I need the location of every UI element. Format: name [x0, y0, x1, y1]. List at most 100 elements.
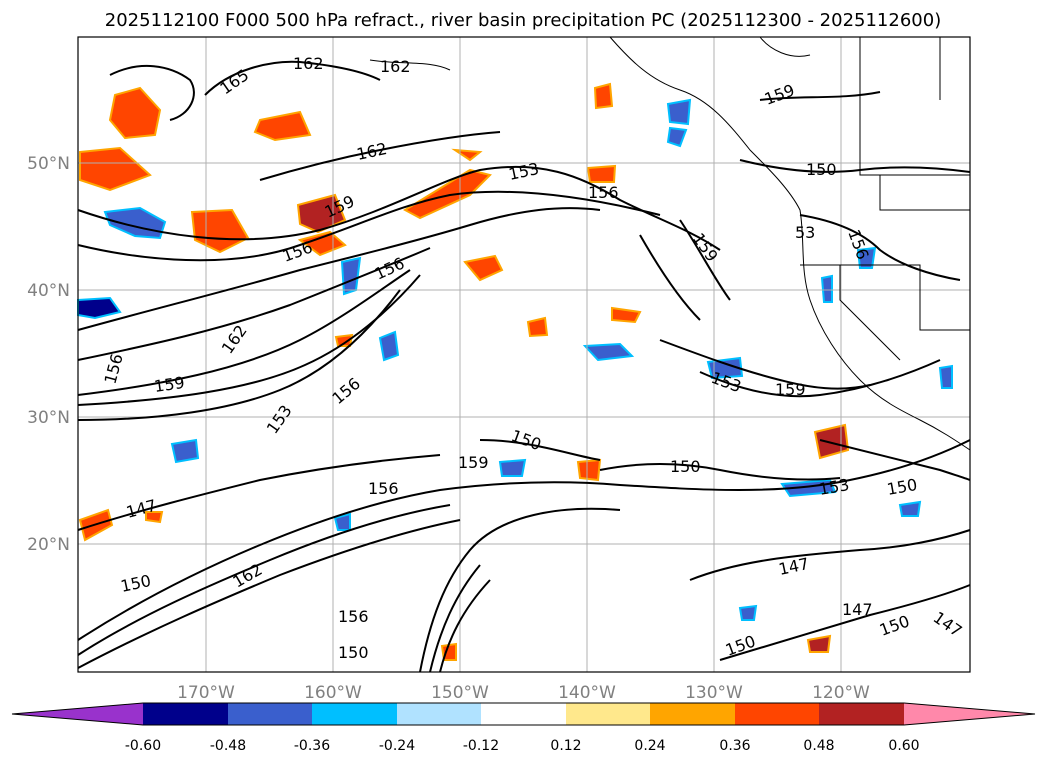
- colorbar-segment: [735, 703, 819, 725]
- contour-line: [77, 504, 451, 656]
- lon-tick-label: 130°W: [685, 683, 743, 703]
- contour-label: 159: [775, 380, 806, 399]
- lat-tick-label: 40°N: [27, 281, 70, 301]
- precip-negative-patch: [738, 604, 758, 621]
- map-frame: [77, 36, 971, 673]
- map-background: [78, 37, 970, 672]
- contour-label: 156: [338, 607, 369, 626]
- contour-line: [719, 584, 971, 661]
- coastline: [759, 36, 811, 57]
- precip-negative-patch: [706, 356, 744, 380]
- contour-label: 162: [293, 54, 324, 73]
- border: [800, 264, 970, 331]
- contour-line: [479, 439, 601, 461]
- lon-tick-label: 120°W: [812, 683, 870, 703]
- coastline: [609, 36, 971, 451]
- precip-positive-patch: [526, 316, 549, 338]
- contour-label: 53: [795, 223, 815, 242]
- precip-negative-patch: [582, 342, 635, 362]
- colorbar-segment: [650, 703, 735, 725]
- contour-line: [699, 359, 941, 398]
- contour-label: 150: [670, 457, 701, 476]
- contour-line: [819, 439, 971, 481]
- lon-tick-label: 140°W: [558, 683, 616, 703]
- colorbar-under-arrow: [12, 703, 143, 725]
- colorbar-tick-label: -0.60: [125, 738, 161, 754]
- precip-negative-patch: [856, 246, 877, 269]
- colorbar-tick-label: 0.60: [888, 738, 919, 754]
- precip-positive-patch: [806, 634, 832, 653]
- lon-tick-labels: 170°W 160°W 150°W 140°W 130°W 120°W: [177, 683, 870, 703]
- colorbar-segment: [481, 703, 566, 725]
- lat-tick-label: 30°N: [27, 408, 70, 428]
- precip-positive-patch: [253, 110, 312, 142]
- colorbar-tick-label: 0.48: [803, 738, 834, 754]
- precip-positive-patch: [813, 423, 850, 460]
- precip-positive-patch: [463, 254, 504, 282]
- precip-negative-patch: [498, 458, 527, 477]
- precip-negative-patch: [666, 126, 688, 148]
- colorbar-tick-label: -0.12: [463, 738, 499, 754]
- contour-line: [77, 289, 401, 421]
- border: [839, 265, 901, 361]
- precip-negative-patch: [378, 330, 400, 362]
- contour-line: [77, 190, 661, 262]
- contour-line: [77, 439, 971, 641]
- lon-tick-label: 170°W: [177, 683, 235, 703]
- colorbar-segment: [566, 703, 650, 725]
- map-panel: 165 162 162 162 159 156 156 153 156 159 …: [77, 36, 971, 673]
- contour-line: [77, 269, 411, 396]
- contour-label: 162: [380, 57, 411, 76]
- colorbar-segment: [312, 703, 397, 725]
- contour-line: [659, 339, 871, 390]
- precip-positive-patch: [593, 82, 614, 110]
- contour-label: 156: [588, 183, 619, 202]
- colorbar-tick-label: 0.24: [634, 738, 665, 754]
- contour-line: [759, 91, 881, 101]
- colorbar-segment: [819, 703, 904, 725]
- contour-label: 150: [338, 643, 369, 662]
- precip-negative-patch: [938, 364, 953, 389]
- lat-tick-label: 50°N: [27, 154, 70, 174]
- precip-positive-patch: [79, 146, 152, 192]
- colorbar: -0.60 -0.48 -0.36 -0.24 -0.12 0.12 0.24 …: [11, 702, 1036, 754]
- contour-line: [259, 131, 501, 181]
- contour-line: [109, 64, 195, 121]
- contour-line: [639, 234, 701, 321]
- precip-positive-patch: [451, 148, 483, 162]
- precip-positive-patch: [297, 230, 347, 257]
- contour-line: [77, 454, 441, 531]
- lon-tick-label: 150°W: [431, 683, 489, 703]
- colorbar-over-arrow: [904, 703, 1035, 725]
- contour-line: [679, 219, 731, 301]
- colorbar-outline: [11, 702, 1036, 726]
- contour-line: [439, 579, 491, 673]
- precip-negative-patch: [820, 274, 833, 303]
- colorbar-segment: [228, 703, 312, 725]
- colorbar-tick-label: -0.36: [294, 738, 330, 754]
- colorbar-tick-label: 0.12: [550, 738, 581, 754]
- contour-line: [419, 507, 621, 673]
- contour-line: [77, 519, 461, 669]
- lat-tick-labels: 50°N 40°N 30°N 20°N: [27, 154, 70, 555]
- colorbar-tick-label: -0.48: [210, 738, 246, 754]
- border: [879, 175, 970, 211]
- contour-line: [77, 165, 721, 251]
- precip-negative-patch: [170, 438, 200, 464]
- contour-label: 147: [842, 600, 873, 619]
- contour-label: 159: [153, 373, 186, 396]
- contour-line: [77, 207, 601, 331]
- lon-tick-label: 160°W: [304, 683, 362, 703]
- figure-title: 2025112100 F000 500 hPa refract., river …: [105, 10, 941, 31]
- precip-negative-patch: [898, 500, 922, 517]
- contour-label: 159: [458, 453, 489, 472]
- colorbar-tick-label: -0.24: [379, 738, 415, 754]
- refractivity-contours: [77, 60, 971, 673]
- precip-positive-patch: [611, 306, 642, 324]
- precip-negative-patch: [666, 98, 692, 126]
- contour-line: [799, 214, 961, 281]
- contour-line: [689, 529, 971, 581]
- lat-tick-label: 20°N: [27, 535, 70, 555]
- colorbar-segment: [143, 703, 228, 725]
